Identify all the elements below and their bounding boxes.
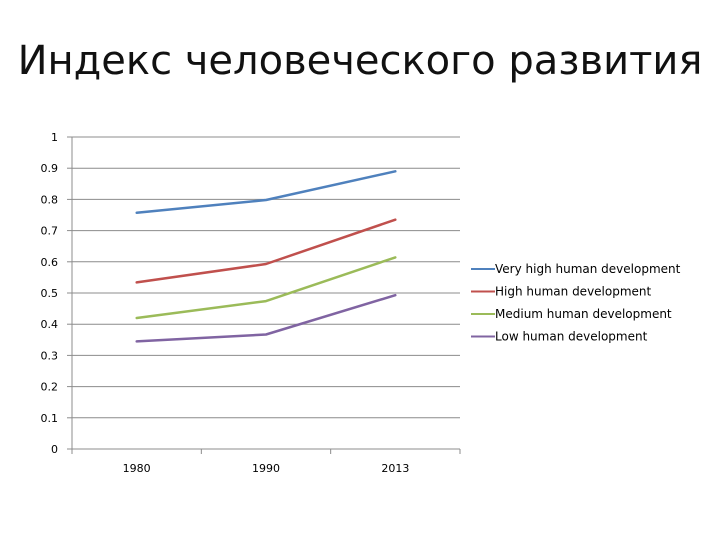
y-tick-label: 0.2 (41, 381, 59, 394)
legend-label: Low human development (495, 330, 648, 344)
y-tick-label: 1 (51, 131, 58, 144)
y-tick-label: 0.6 (41, 256, 59, 269)
y-tick-label: 0.4 (41, 318, 59, 331)
legend-label: Medium human development (495, 307, 672, 321)
y-tick-label: 0.1 (41, 412, 59, 425)
series-line-2 (135, 218, 397, 284)
legend-label: High human development (495, 285, 652, 299)
series-lines (135, 170, 397, 343)
series-line-3 (135, 256, 397, 320)
x-tick-label: 1980 (123, 462, 151, 475)
y-tick-label: 0.5 (41, 287, 59, 300)
y-tick-label: 0.8 (41, 193, 59, 206)
x-tick-label: 2013 (381, 462, 409, 475)
x-tick-label: 1990 (252, 462, 280, 475)
legend: Very high human development High human de… (471, 262, 681, 344)
y-tick-label: 0.3 (41, 349, 59, 362)
y-tick-label: 0.7 (41, 225, 59, 238)
y-tick-label: 0 (51, 443, 58, 456)
series-line-4 (135, 293, 397, 343)
legend-label: Very high human development (495, 262, 681, 276)
gridlines (72, 136, 460, 419)
y-tick-label: 0.9 (41, 162, 59, 175)
axes: 0 0.1 0.2 0.3 0.4 0.5 0.6 0.7 0.8 0.9 1 1980 1990 201… (41, 131, 461, 475)
series-line-1 (135, 170, 397, 215)
slide-title: Индекс человеческого развития (17, 38, 703, 84)
